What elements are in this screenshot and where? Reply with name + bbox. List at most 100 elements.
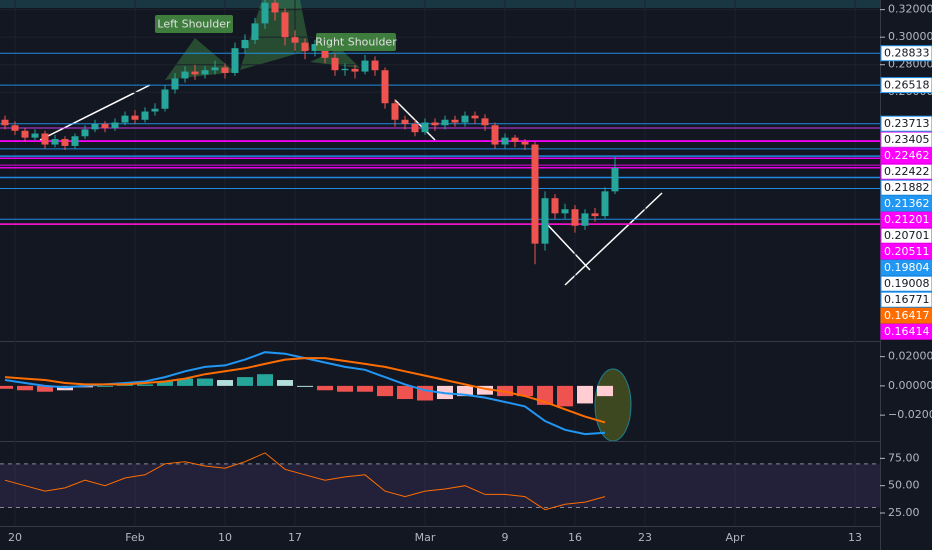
price-level-box [880,163,932,180]
macd-tick-label: −0.02000 [888,408,932,421]
rsi-tick-label: 25.00 [888,506,920,519]
x-tick-label: 16 [568,531,582,544]
candle-body [71,136,79,146]
x-tick-label: Mar [415,531,436,544]
candle-body [451,119,459,123]
x-tick-label: 23 [638,531,652,544]
candle-body [511,137,519,142]
candle-body [341,68,349,71]
price-level-label: 0.22422 [884,165,930,178]
candle-body [201,70,209,75]
candle-body [191,71,199,75]
trend-line [39,84,151,141]
candle-body [471,115,479,119]
candle-body [91,123,99,130]
annotation: Right Shoulder [315,36,397,49]
price-level-label: 0.21362 [884,197,930,210]
trend-line [544,221,591,271]
candle-body [581,213,589,226]
candle-body [281,12,289,38]
macd-histogram-bar [457,385,473,397]
candle-body [131,115,139,120]
price-level-box [880,227,932,244]
candle-body [411,123,419,133]
price-level-label: 0.16414 [884,325,930,338]
candle-body [211,67,219,71]
price-level-label: 0.19804 [884,261,930,274]
candle-body [351,68,359,72]
highlight-ellipse [594,368,632,442]
price-level-box [880,291,932,308]
x-tick-label: 20 [8,531,22,544]
candle-body [491,125,499,145]
rsi-band [0,463,880,508]
candle-body [11,125,19,131]
candle-body [221,67,229,73]
candle-body [21,130,29,138]
y-tick-label: 0.32000 [888,3,932,16]
x-tick-label: Apr [725,531,745,544]
candle-body [531,144,539,244]
price-level-label: 0.22462 [884,149,930,162]
candle-body [501,137,509,145]
candle-body [591,213,599,217]
macd-histogram-bar [557,385,573,407]
candle-body [391,103,399,120]
candle-body [41,133,49,145]
price-level-label: 0.16771 [884,293,930,306]
macd-histogram-bar [477,385,493,395]
macd-histogram-bar [217,380,233,386]
price-level-box [880,259,932,276]
price-level-box [880,131,932,148]
candle-body [81,129,89,137]
annotation-box [155,15,233,33]
annotation: Left Shoulder [157,18,231,31]
candle-body [111,122,119,129]
macd-histogram-bar [357,385,373,392]
macd-histogram-bar [297,385,313,387]
price-level-box [880,179,932,196]
macd-histogram-bar [197,378,213,386]
macd-histogram-bar [157,381,173,386]
rsi-line [4,452,606,511]
price-level-label: 0.28833 [884,47,930,60]
price-level-label: 0.20701 [884,229,930,242]
macd-histogram-bar [17,385,33,391]
price-level-label: 0.20511 [884,245,930,258]
price-level-box [880,275,932,292]
macd-histogram-bar [517,385,533,397]
price-level-box [880,243,932,260]
candle-body [141,111,149,120]
candle-body [331,57,339,71]
candle-body [31,133,39,138]
candle-body [481,118,489,126]
x-tick-label: 9 [502,531,509,544]
x-tick-label: Feb [125,531,144,544]
candle-body [541,198,549,244]
price-level-box [880,115,932,132]
macd-tick-label: 0.02000 [888,350,932,363]
macd-histogram-bar [397,385,413,400]
candle-body [231,48,239,73]
candle-body [431,122,439,126]
price-level-box [880,45,932,62]
head-shape [240,0,310,70]
candle-body [151,108,159,112]
x-tick-label: 10 [218,531,232,544]
macd-histogram-bar [137,384,153,386]
macd-histogram-bar [577,385,593,404]
price-level-label: 0.23405 [884,133,930,146]
price-level-box [880,77,932,94]
candle-body [51,139,59,145]
candle-body [441,119,449,126]
macd-tick-label: 0.00000 [888,379,932,392]
macd-histogram-bar [257,374,273,386]
macd-histogram-bar [177,378,193,386]
candle-body [551,198,559,214]
price-level-label: 0.23713 [884,117,930,130]
macd-histogram-bar [37,385,53,392]
rsi-tick-label: 50.00 [888,479,920,492]
macd-histogram-bar [597,385,613,397]
candle-body [371,60,379,71]
